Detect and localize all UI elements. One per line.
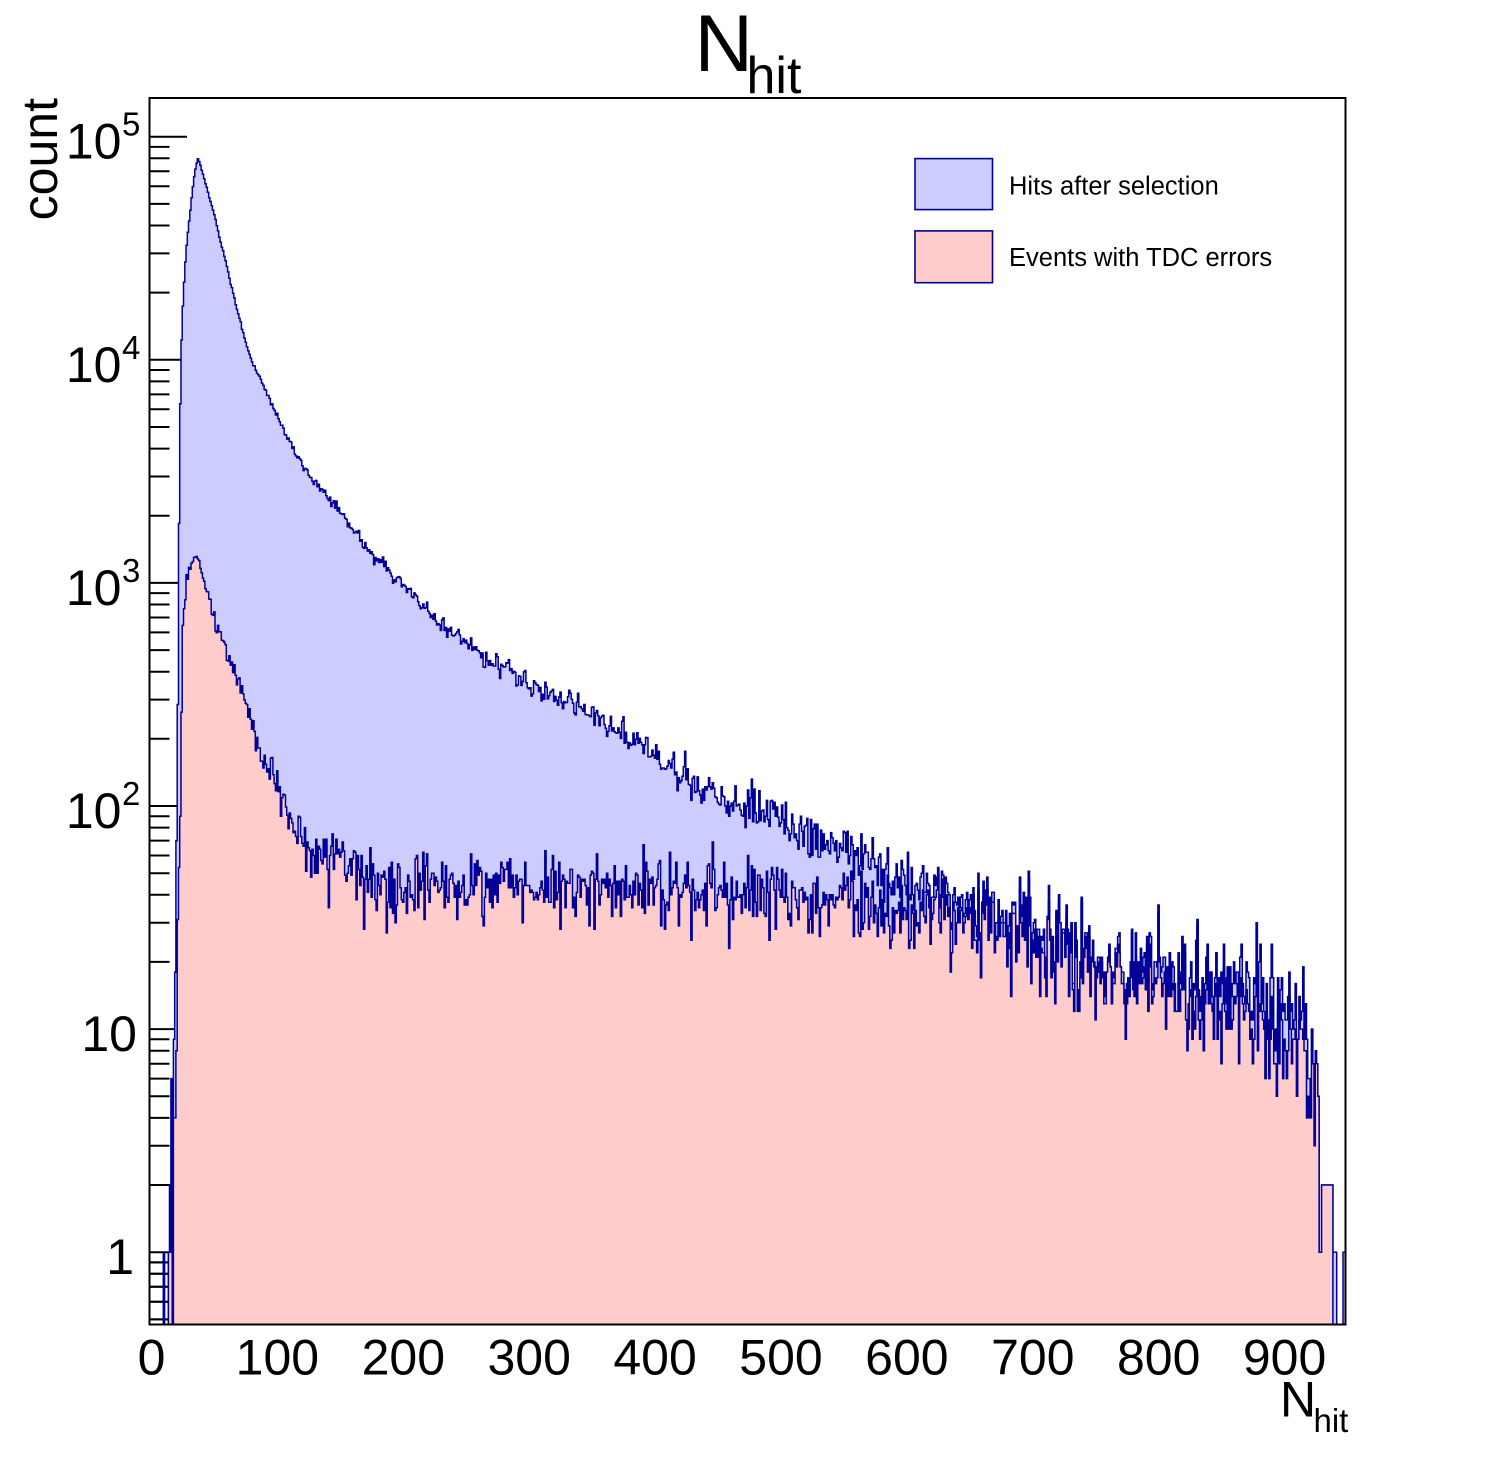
svg-text:700: 700 [991, 1330, 1074, 1386]
svg-text:10: 10 [66, 783, 122, 839]
svg-text:10: 10 [66, 560, 122, 616]
svg-text:hit: hit [1314, 1402, 1349, 1439]
svg-text:1: 1 [106, 1229, 134, 1285]
svg-text:Hits after selection: Hits after selection [1009, 173, 1219, 201]
svg-text:N: N [1280, 1372, 1316, 1428]
svg-text:800: 800 [1117, 1330, 1200, 1386]
svg-text:900: 900 [1243, 1330, 1326, 1386]
svg-text:N: N [695, 0, 754, 89]
svg-text:0: 0 [138, 1330, 166, 1386]
svg-text:4: 4 [122, 329, 140, 366]
svg-text:400: 400 [613, 1330, 696, 1386]
svg-text:10: 10 [81, 1006, 137, 1062]
svg-text:100: 100 [236, 1330, 319, 1386]
svg-text:Events with TDC errors: Events with TDC errors [1009, 244, 1272, 272]
svg-text:300: 300 [487, 1330, 570, 1386]
svg-text:3: 3 [122, 552, 140, 589]
svg-text:10: 10 [66, 114, 122, 170]
svg-text:hit: hit [747, 47, 802, 105]
svg-text:10: 10 [66, 337, 122, 393]
svg-text:600: 600 [865, 1330, 948, 1386]
svg-text:2: 2 [122, 775, 140, 812]
svg-text:500: 500 [739, 1330, 822, 1386]
svg-text:200: 200 [362, 1330, 445, 1386]
svg-text:count: count [12, 98, 68, 220]
svg-text:5: 5 [122, 106, 140, 143]
